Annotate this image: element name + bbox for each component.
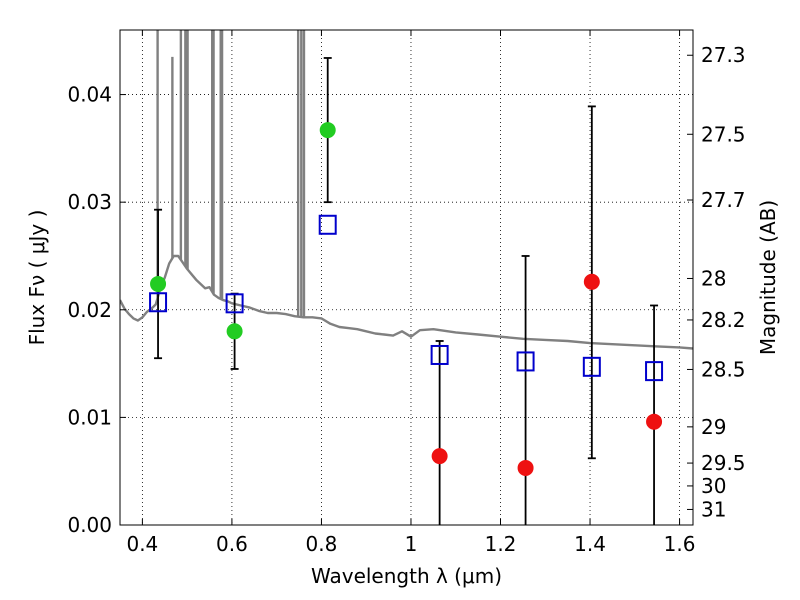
right-tick-label: 27.7 [701, 188, 746, 212]
right-tick-label: 31 [701, 497, 726, 521]
observed-flux-point [150, 275, 167, 292]
x-tick-label: 0.6 [216, 532, 248, 556]
observed-flux-point [431, 448, 448, 465]
y-tick-label: 0.04 [67, 83, 112, 107]
model-flux-square [645, 361, 664, 382]
right-tick-label: 28 [701, 266, 726, 290]
x-tick-label: 1.2 [485, 532, 517, 556]
observed-flux-point [583, 273, 600, 290]
right-tick-label: 28.5 [701, 357, 746, 381]
data-markers [149, 122, 664, 476]
y-axis-right-label: Magnitude (AB) [756, 200, 780, 355]
x-tick-label: 1 [405, 532, 418, 556]
right-tick-label: 29 [701, 415, 726, 439]
model-flux-square [516, 351, 535, 372]
model-flux-square [430, 344, 449, 365]
right-tick-label: 27.5 [701, 122, 746, 146]
axis-ticks: 0.4 0.6 0.8 1 1.2 1.4 1.6 0.00 0.01 0.02 0.03 0.04 2… [67, 30, 746, 556]
observed-flux-point [517, 459, 534, 476]
plot-frame [119, 29, 694, 526]
error-bars [154, 57, 659, 525]
observed-flux-point [226, 323, 243, 340]
model-flux-square [318, 214, 337, 235]
y-tick-label: 0.01 [67, 405, 112, 429]
x-tick-label: 0.4 [126, 532, 158, 556]
model-spectrum [120, 30, 693, 350]
y-axis-label: Flux Fν ( μJy ) [25, 210, 49, 346]
model-flux-square [149, 292, 168, 313]
right-tick-label: 30 [701, 474, 726, 498]
model-spectrum-line [120, 254, 693, 350]
y-tick-label: 0.03 [67, 190, 112, 214]
model-flux-square [582, 356, 601, 377]
right-tick-label: 27.3 [701, 43, 746, 67]
model-flux-square [225, 293, 244, 314]
grid [120, 30, 693, 526]
y-tick-label: 0.02 [67, 298, 112, 322]
x-axis-label: Wavelength λ (μm) [311, 564, 502, 588]
x-tick-label: 1.6 [664, 532, 696, 556]
x-tick-label: 1.4 [574, 532, 606, 556]
right-tick-label: 29.5 [701, 451, 746, 475]
y-tick-label: 0.00 [67, 513, 112, 537]
right-tick-label: 28.2 [701, 308, 746, 332]
x-tick-label: 0.8 [306, 532, 338, 556]
observed-flux-point [646, 413, 663, 430]
observed-flux-point [319, 122, 336, 139]
